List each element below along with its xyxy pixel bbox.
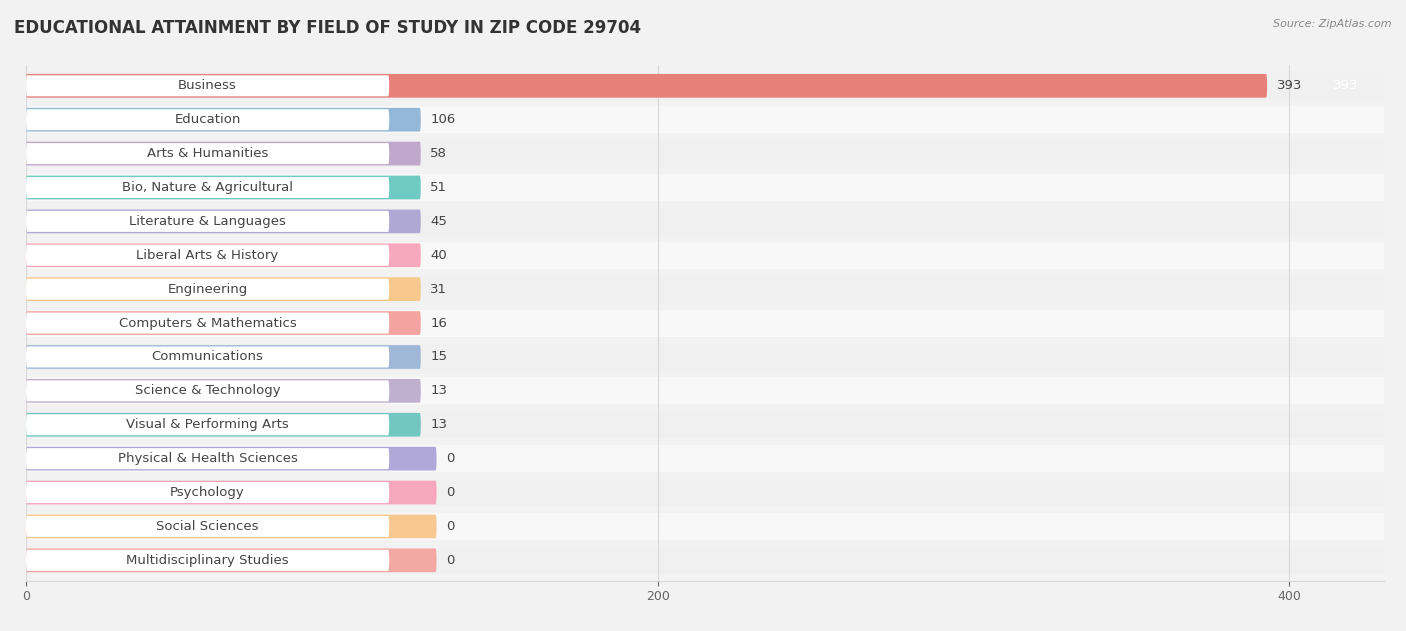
- FancyBboxPatch shape: [27, 411, 1384, 439]
- Text: 393: 393: [1333, 80, 1358, 92]
- FancyBboxPatch shape: [27, 174, 1384, 201]
- FancyBboxPatch shape: [27, 516, 389, 537]
- Text: 58: 58: [430, 147, 447, 160]
- Text: 31: 31: [430, 283, 447, 296]
- FancyBboxPatch shape: [27, 345, 420, 369]
- Text: Psychology: Psychology: [170, 486, 245, 499]
- FancyBboxPatch shape: [27, 414, 389, 435]
- Text: Social Sciences: Social Sciences: [156, 520, 259, 533]
- FancyBboxPatch shape: [27, 208, 1384, 235]
- FancyBboxPatch shape: [27, 377, 1384, 404]
- FancyBboxPatch shape: [27, 448, 389, 469]
- FancyBboxPatch shape: [27, 550, 389, 571]
- Text: Literature & Languages: Literature & Languages: [129, 215, 285, 228]
- FancyBboxPatch shape: [27, 311, 420, 335]
- Text: Science & Technology: Science & Technology: [135, 384, 280, 398]
- FancyBboxPatch shape: [27, 143, 389, 164]
- Text: Source: ZipAtlas.com: Source: ZipAtlas.com: [1274, 19, 1392, 29]
- FancyBboxPatch shape: [27, 106, 1384, 133]
- FancyBboxPatch shape: [27, 73, 1384, 99]
- Text: 393: 393: [1277, 80, 1302, 92]
- FancyBboxPatch shape: [27, 211, 389, 232]
- Text: Communications: Communications: [152, 350, 263, 363]
- Text: 45: 45: [430, 215, 447, 228]
- FancyBboxPatch shape: [27, 175, 420, 199]
- Text: EDUCATIONAL ATTAINMENT BY FIELD OF STUDY IN ZIP CODE 29704: EDUCATIONAL ATTAINMENT BY FIELD OF STUDY…: [14, 19, 641, 37]
- Text: Bio, Nature & Agricultural: Bio, Nature & Agricultural: [122, 181, 292, 194]
- Text: Arts & Humanities: Arts & Humanities: [148, 147, 269, 160]
- FancyBboxPatch shape: [27, 380, 389, 401]
- FancyBboxPatch shape: [27, 310, 1384, 336]
- FancyBboxPatch shape: [27, 109, 389, 130]
- Text: 13: 13: [430, 418, 447, 431]
- FancyBboxPatch shape: [27, 413, 420, 437]
- FancyBboxPatch shape: [27, 513, 1384, 540]
- FancyBboxPatch shape: [27, 343, 1384, 370]
- FancyBboxPatch shape: [27, 277, 420, 301]
- Text: 0: 0: [446, 486, 454, 499]
- Text: 106: 106: [430, 113, 456, 126]
- Text: Business: Business: [179, 80, 238, 92]
- FancyBboxPatch shape: [27, 140, 1384, 167]
- Text: 40: 40: [430, 249, 447, 262]
- Text: Computers & Mathematics: Computers & Mathematics: [118, 317, 297, 329]
- FancyBboxPatch shape: [27, 548, 437, 572]
- FancyBboxPatch shape: [27, 242, 1384, 269]
- FancyBboxPatch shape: [27, 547, 1384, 574]
- FancyBboxPatch shape: [27, 75, 389, 97]
- Text: 51: 51: [430, 181, 447, 194]
- Text: Education: Education: [174, 113, 240, 126]
- Text: Engineering: Engineering: [167, 283, 247, 296]
- FancyBboxPatch shape: [27, 276, 1384, 303]
- Text: 13: 13: [430, 384, 447, 398]
- FancyBboxPatch shape: [27, 74, 1267, 98]
- FancyBboxPatch shape: [27, 177, 389, 198]
- FancyBboxPatch shape: [27, 346, 389, 367]
- Text: 0: 0: [446, 452, 454, 465]
- FancyBboxPatch shape: [27, 279, 389, 300]
- Text: 0: 0: [446, 520, 454, 533]
- Text: Visual & Performing Arts: Visual & Performing Arts: [127, 418, 290, 431]
- FancyBboxPatch shape: [27, 245, 389, 266]
- Text: 16: 16: [430, 317, 447, 329]
- FancyBboxPatch shape: [27, 209, 420, 233]
- FancyBboxPatch shape: [27, 445, 1384, 472]
- FancyBboxPatch shape: [27, 479, 1384, 506]
- Text: Multidisciplinary Studies: Multidisciplinary Studies: [127, 554, 288, 567]
- FancyBboxPatch shape: [27, 379, 420, 403]
- Text: Liberal Arts & History: Liberal Arts & History: [136, 249, 278, 262]
- FancyBboxPatch shape: [27, 514, 437, 538]
- Text: Physical & Health Sciences: Physical & Health Sciences: [118, 452, 298, 465]
- FancyBboxPatch shape: [27, 481, 437, 504]
- FancyBboxPatch shape: [27, 108, 420, 132]
- FancyBboxPatch shape: [27, 447, 437, 471]
- Text: 15: 15: [430, 350, 447, 363]
- FancyBboxPatch shape: [27, 312, 389, 334]
- FancyBboxPatch shape: [27, 244, 420, 267]
- FancyBboxPatch shape: [27, 142, 420, 165]
- Text: 0: 0: [446, 554, 454, 567]
- FancyBboxPatch shape: [27, 482, 389, 503]
